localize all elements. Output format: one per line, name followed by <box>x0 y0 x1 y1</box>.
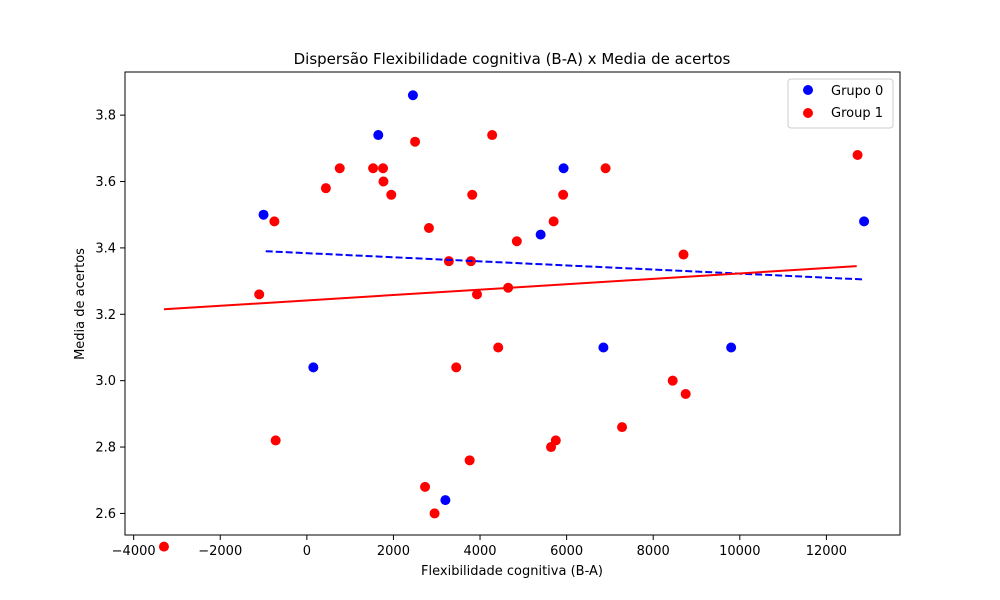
data-point-group-1 <box>158 541 169 552</box>
chart-title: Dispersão Flexibilidade cognitiva (B-A) … <box>294 50 731 68</box>
data-point-group-1 <box>386 189 397 200</box>
data-point-group-1 <box>410 136 421 147</box>
trend-line-group-1 <box>163 265 857 311</box>
plot-area <box>158 90 870 552</box>
x-tick-label: 2000 <box>377 544 410 559</box>
data-point-group-1 <box>269 216 280 227</box>
data-point-group-1 <box>443 256 454 267</box>
x-tick-label: −4000 <box>112 544 156 559</box>
y-tick-label: 3.0 <box>95 374 116 389</box>
legend: Grupo 0 Group 1 <box>787 78 894 129</box>
data-point-group-1 <box>487 130 498 141</box>
data-point-group-1 <box>378 163 389 174</box>
data-point-group-1 <box>511 236 522 247</box>
data-point-group-1 <box>270 435 281 446</box>
y-tick-label: 2.8 <box>95 441 116 456</box>
y-tick-label: 3.6 <box>95 175 116 190</box>
data-point-group-1 <box>429 508 440 519</box>
data-point-group-1 <box>852 149 863 160</box>
data-point-group-1 <box>420 481 431 492</box>
axes-frame <box>124 71 901 536</box>
data-point-grupo-0 <box>308 362 319 373</box>
data-point-group-1 <box>464 455 475 466</box>
data-point-grupo-0 <box>440 495 451 506</box>
x-axis-label: Flexibilidade cognitiva (B-A) <box>421 564 603 579</box>
data-point-grupo-0 <box>407 90 418 101</box>
data-point-group-1 <box>378 176 389 187</box>
data-point-group-1 <box>680 388 691 399</box>
y-tick-label: 3.8 <box>95 109 116 124</box>
data-point-group-1 <box>368 163 379 174</box>
x-tick-label: 4000 <box>463 544 496 559</box>
data-point-group-1 <box>550 435 561 446</box>
y-tick-label: 2.6 <box>95 507 116 522</box>
x-tick-label: 8000 <box>637 544 670 559</box>
y-axis: 2.6 2.8 3.0 3.2 3.4 3.6 3.8 <box>95 109 125 522</box>
trend-line-grupo-0 <box>265 250 864 281</box>
data-point-group-1 <box>493 342 504 353</box>
x-axis: −4000 −2000 0 2000 4000 6000 8000 10000 12000 <box>112 535 847 559</box>
legend-marker-group-1 <box>803 108 813 118</box>
x-tick-label: 12000 <box>806 544 847 559</box>
data-point-grupo-0 <box>258 209 269 220</box>
x-tick-label: −2000 <box>198 544 242 559</box>
y-tick-label: 3.2 <box>95 308 116 323</box>
data-point-group-1 <box>320 183 331 194</box>
legend-label-group-1: Group 1 <box>831 106 883 121</box>
legend-marker-grupo-0 <box>803 85 813 95</box>
data-point-group-1 <box>667 375 678 386</box>
legend-label-grupo-0: Grupo 0 <box>831 84 883 99</box>
data-point-group-1 <box>254 289 265 300</box>
y-tick-label: 3.4 <box>95 241 116 256</box>
data-point-group-1 <box>471 289 482 300</box>
y-axis-label: Media de acertos <box>73 248 88 360</box>
data-point-group-1 <box>678 249 689 260</box>
data-point-group-1 <box>467 189 478 200</box>
x-tick-label: 0 <box>303 544 311 559</box>
data-point-grupo-0 <box>726 342 737 353</box>
data-point-group-1 <box>600 163 611 174</box>
data-point-grupo-0 <box>535 229 546 240</box>
data-point-group-1 <box>558 189 569 200</box>
data-point-group-1 <box>334 163 345 174</box>
data-point-group-1 <box>548 216 559 227</box>
data-point-group-1 <box>617 422 628 433</box>
legend-box <box>787 78 894 129</box>
data-point-grupo-0 <box>859 216 870 227</box>
data-point-grupo-0 <box>558 163 569 174</box>
data-point-group-1 <box>451 362 462 373</box>
x-tick-label: 6000 <box>550 544 583 559</box>
data-point-grupo-0 <box>373 130 384 141</box>
x-tick-label: 10000 <box>719 544 760 559</box>
data-point-grupo-0 <box>598 342 609 353</box>
data-point-group-1 <box>423 222 434 233</box>
